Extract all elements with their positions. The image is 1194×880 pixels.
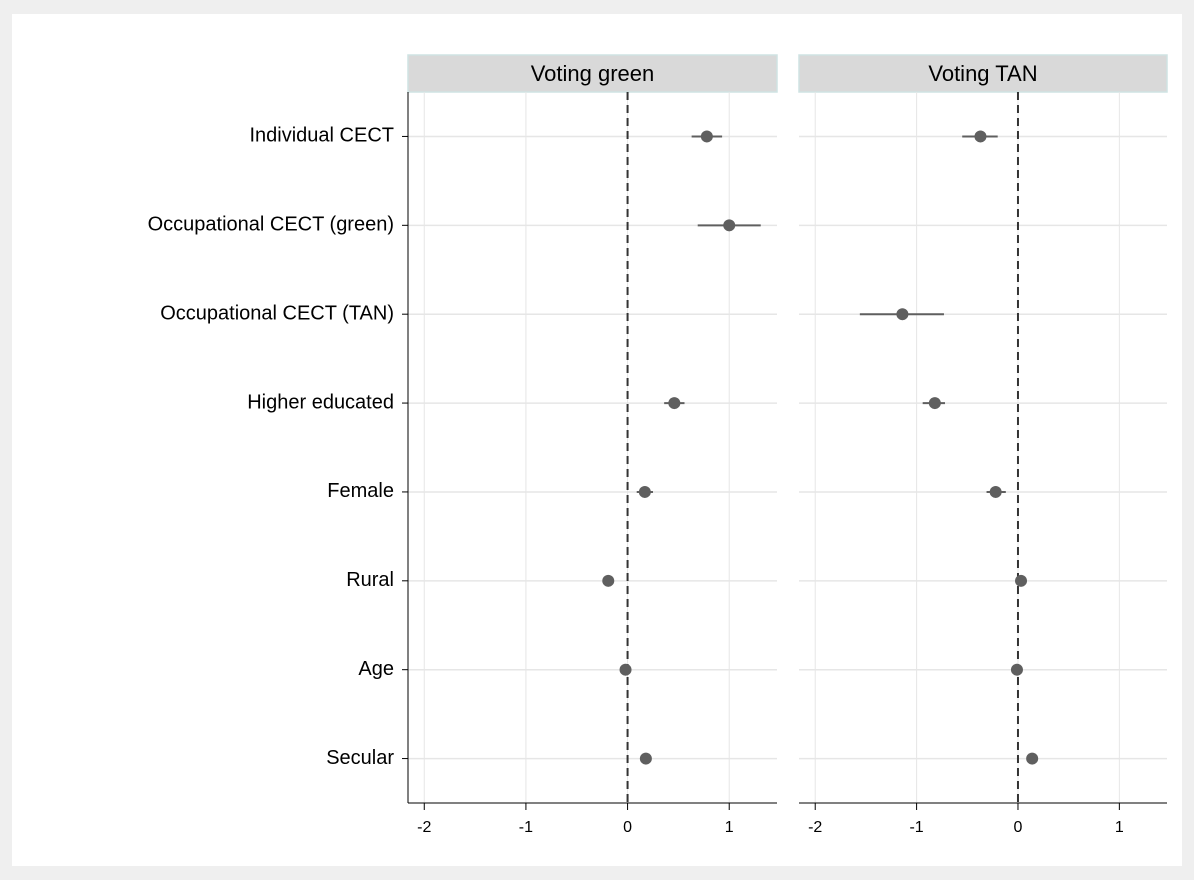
y-tick-label: Individual CECT: [249, 125, 394, 147]
y-tick-label: Secular: [326, 747, 394, 769]
point: [974, 130, 987, 143]
y-tick-label: Age: [358, 658, 394, 680]
point: [928, 397, 941, 410]
x-tick-label: -2: [417, 819, 431, 836]
panel-title: Voting green: [531, 61, 655, 86]
x-tick-label: 1: [725, 819, 734, 836]
point: [1015, 574, 1028, 587]
plot-background: [12, 14, 1182, 866]
point: [1010, 663, 1023, 676]
point: [989, 485, 1002, 498]
point: [896, 308, 909, 321]
y-tick-label: Occupational CECT (TAN): [160, 302, 394, 324]
point: [619, 663, 632, 676]
panel-header: [798, 54, 1168, 93]
y-tick-label: Female: [327, 480, 394, 502]
y-tick-label: Occupational CECT (green): [148, 214, 394, 236]
point: [1026, 752, 1039, 765]
point: [638, 485, 651, 498]
point: [723, 219, 736, 232]
x-tick-label: 1: [1115, 819, 1124, 836]
y-tick-label: Higher educated: [247, 391, 394, 413]
x-tick-label: 0: [1014, 819, 1023, 836]
panel-header: [407, 54, 778, 93]
panel-title: Voting TAN: [928, 61, 1037, 86]
point: [639, 752, 652, 765]
x-tick-label: -1: [519, 819, 533, 836]
x-tick-label: -2: [808, 819, 822, 836]
y-tick-label: Rural: [346, 569, 394, 591]
point: [668, 397, 681, 410]
point: [700, 130, 713, 143]
point: [602, 574, 615, 587]
x-tick-label: -1: [909, 819, 923, 836]
x-tick-label: 0: [623, 819, 632, 836]
